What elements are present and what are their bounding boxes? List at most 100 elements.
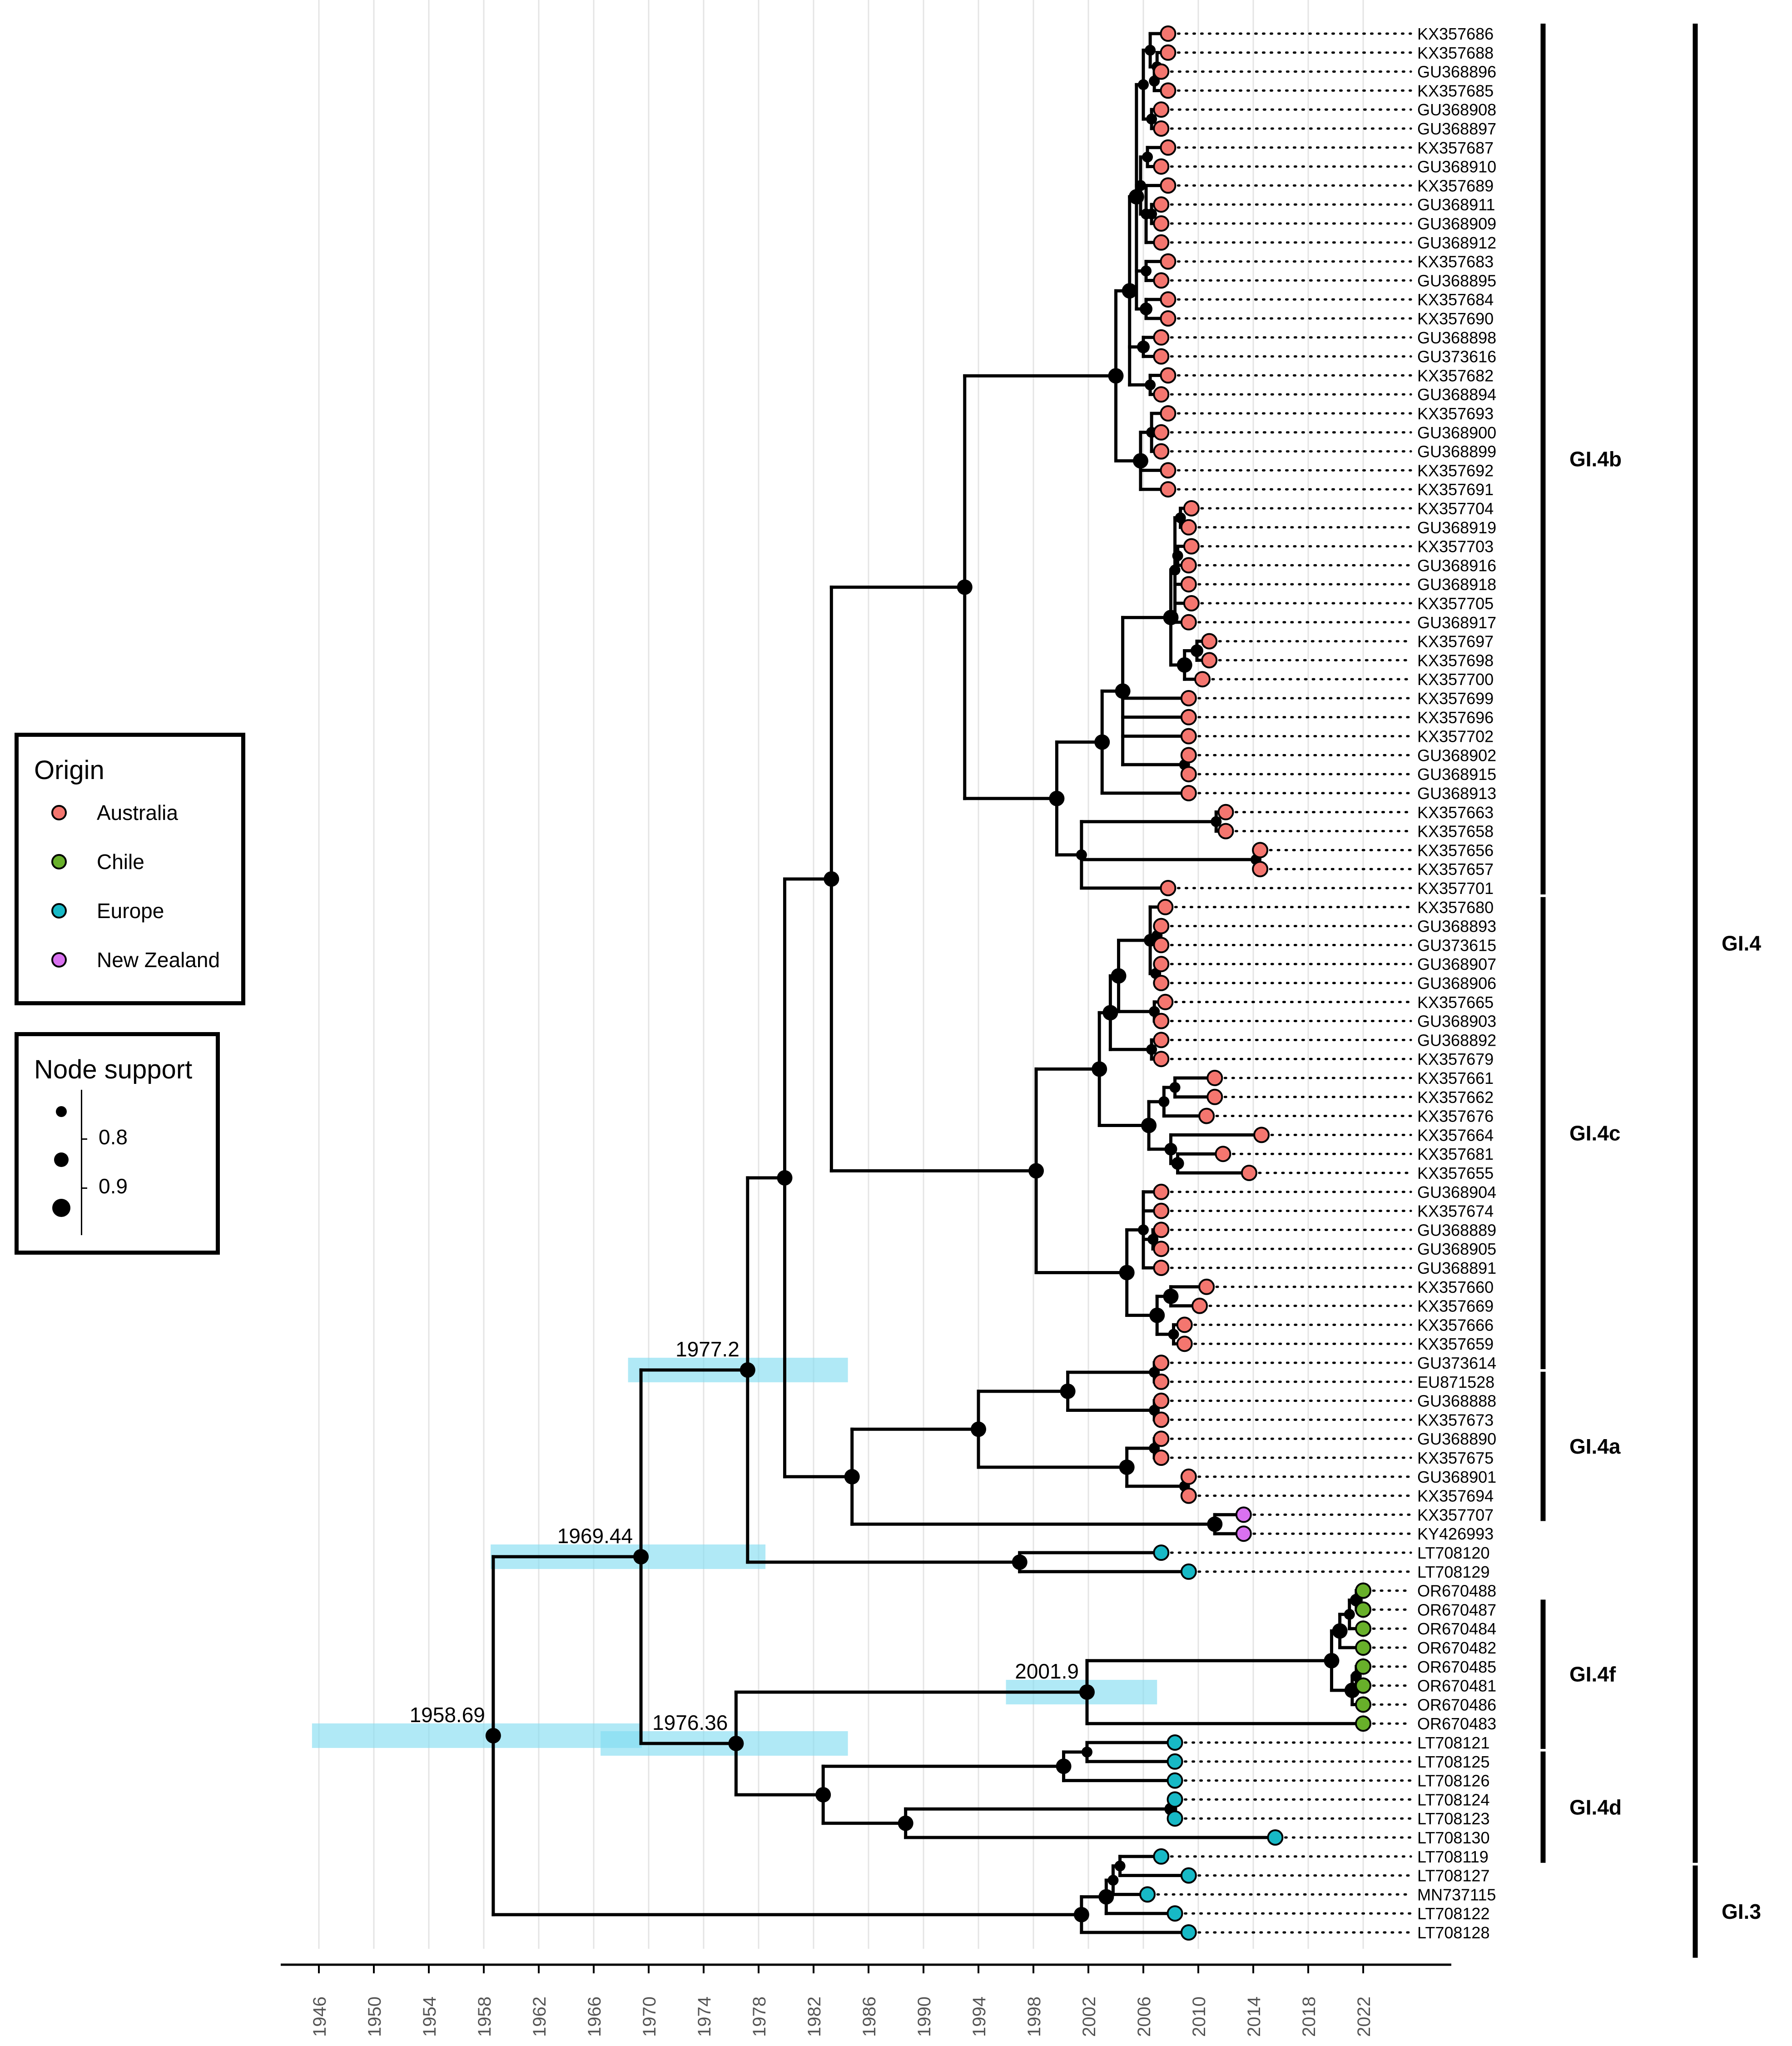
tip-marker <box>1180 576 1197 593</box>
internal-node <box>1163 610 1179 626</box>
node-date-label: 1969.44 <box>557 1524 633 1548</box>
tip-marker <box>1153 158 1170 175</box>
tip-marker <box>1139 1886 1156 1903</box>
tip-label: KX357703 <box>1417 537 1494 556</box>
tip-labels: KX357686KX357688GU368896KX357685GU368908… <box>1417 25 1496 1942</box>
tip-marker <box>1267 1829 1284 1846</box>
internal-node <box>1145 45 1156 56</box>
tip-marker <box>1160 367 1176 384</box>
tip-label: GU368911 <box>1417 195 1495 214</box>
tip-marker <box>1153 956 1170 973</box>
tip-label: KX357698 <box>1417 651 1494 670</box>
tip-label: KX357660 <box>1417 1278 1494 1296</box>
axis-tick-label: 2014 <box>1244 1996 1264 2037</box>
node-date-labels: 1977.2 2001.9 1976.36 1969.44 1958.69 <box>410 1337 1079 1734</box>
tip-label: GU373614 <box>1417 1354 1496 1372</box>
axis-tick-label: 1950 <box>365 1996 385 2037</box>
clade-label: GI.4 <box>1722 931 1761 955</box>
legend-label: Australia <box>97 801 178 824</box>
node-date-label: 2001.9 <box>1015 1659 1079 1683</box>
tip-marker <box>1160 462 1176 479</box>
tip-label: GU373616 <box>1417 348 1496 366</box>
internal-node <box>1119 1459 1135 1475</box>
internal-node <box>777 1170 793 1186</box>
tip-marker <box>1176 1316 1193 1333</box>
axis-tick-label: 1958 <box>475 1996 495 2037</box>
tip-marker <box>1180 766 1197 783</box>
internal-node <box>1098 1889 1114 1905</box>
tip-markers <box>1139 25 1371 1941</box>
internal-node <box>633 1549 649 1564</box>
clade-label: GI.3 <box>1722 1900 1761 1923</box>
tip-marker <box>1180 1487 1197 1504</box>
axis-tick-label: 1994 <box>969 1996 989 2037</box>
tip-label: GU368891 <box>1417 1259 1496 1277</box>
tip-label: LT708119 <box>1417 1847 1489 1866</box>
tip-label: LT708129 <box>1417 1563 1489 1581</box>
tip-label: OR670488 <box>1417 1582 1496 1600</box>
tip-marker <box>1167 1791 1183 1808</box>
time-gridlines <box>318 0 1364 1949</box>
tip-marker <box>1198 1107 1215 1124</box>
internal-node <box>740 1362 755 1378</box>
tip-label: KX357669 <box>1417 1297 1494 1316</box>
tip-label: KX357681 <box>1417 1145 1494 1163</box>
tip-marker <box>1157 993 1174 1010</box>
date-interval-bar <box>312 1723 642 1748</box>
tip-label: KX357666 <box>1417 1316 1494 1334</box>
tip-marker <box>1153 1392 1170 1409</box>
tip-marker <box>1153 1373 1170 1390</box>
internal-node <box>1049 790 1065 806</box>
tip-label: GU368901 <box>1417 1468 1496 1486</box>
clade-label: GI.4a <box>1569 1435 1621 1458</box>
tip-marker <box>1160 880 1176 896</box>
tip-marker <box>1355 1677 1371 1694</box>
tip-marker <box>1180 1867 1197 1884</box>
internal-node <box>1132 453 1148 469</box>
tip-marker <box>1235 1506 1252 1523</box>
tip-marker <box>1201 652 1218 669</box>
new-zealand-swatch <box>51 952 67 968</box>
internal-node <box>1012 1554 1028 1570</box>
clade-label: GI.4f <box>1569 1663 1616 1686</box>
tip-marker <box>1153 1544 1170 1561</box>
axis-tick-label: 1954 <box>420 1996 440 2037</box>
tip-label: KX357699 <box>1417 689 1494 708</box>
internal-node <box>1137 340 1150 353</box>
tip-label: GU368913 <box>1417 784 1496 803</box>
internal-node <box>1107 1875 1119 1886</box>
tip-marker <box>1153 348 1170 365</box>
tip-marker <box>1180 728 1197 745</box>
tip-marker <box>1183 538 1200 555</box>
tip-marker <box>1355 1582 1371 1599</box>
tip-marker <box>1153 424 1170 441</box>
axis-tick-label: 2022 <box>1354 1996 1374 2037</box>
tip-label: LT708124 <box>1417 1790 1489 1809</box>
node-date-label: 1976.36 <box>652 1711 728 1734</box>
tip-label: KX357689 <box>1417 176 1494 195</box>
tip-label: KX357682 <box>1417 366 1494 385</box>
tip-marker <box>1153 975 1170 991</box>
axis-tick-label: 1962 <box>530 1996 550 2037</box>
tip-marker <box>1160 82 1176 99</box>
axis-tick-label: 1970 <box>640 1996 660 2037</box>
internal-node <box>1149 1307 1165 1323</box>
tip-label: GU368894 <box>1417 385 1496 404</box>
tip-label: KX357691 <box>1417 480 1494 499</box>
axis-tick-label: 1986 <box>859 1996 879 2037</box>
axis-tick-label: 2006 <box>1134 1996 1154 2037</box>
legend-label: Chile <box>97 850 144 874</box>
internal-node <box>1146 114 1157 125</box>
tip-label: KX357693 <box>1417 404 1494 423</box>
internal-node <box>1079 1684 1095 1700</box>
internal-node <box>1176 657 1192 673</box>
internal-node <box>1073 1907 1089 1922</box>
origin-legend: Origin Australia Chile Europe New Zealan… <box>15 733 245 1005</box>
tip-label: KX357679 <box>1417 1050 1494 1068</box>
tip-label: KX357680 <box>1417 898 1494 917</box>
internal-node <box>1344 1609 1355 1620</box>
tip-marker <box>1167 1772 1183 1789</box>
tip-marker <box>1194 671 1211 688</box>
